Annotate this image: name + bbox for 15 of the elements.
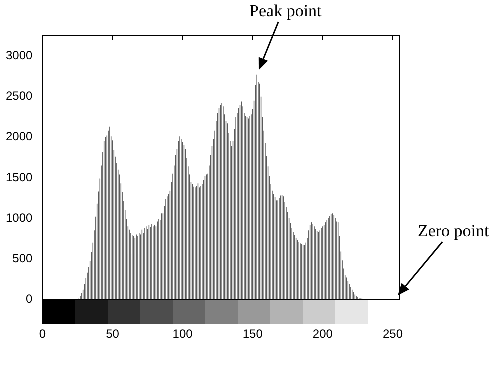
x-tick-label: 200 <box>312 327 334 342</box>
x-tick-label: 150 <box>242 327 264 342</box>
y-tick-label: 2500 <box>6 89 34 104</box>
x-tick-label: 250 <box>382 327 404 342</box>
y-tick-label: 0 <box>26 292 34 306</box>
y-tick-label: 1500 <box>6 170 34 184</box>
y-tick-label: 500 <box>12 251 34 266</box>
text: Zero point <box>418 221 490 240</box>
y-tick-label: 3000 <box>6 48 34 63</box>
x-tick-label: 0 <box>39 327 46 342</box>
text: Peak point <box>250 1 322 20</box>
x-tick-label: 100 <box>172 327 194 342</box>
x-tick-label: 50 <box>106 327 120 342</box>
y-tick-label: 1000 <box>6 210 34 225</box>
y-tick-label: 2000 <box>6 130 34 144</box>
